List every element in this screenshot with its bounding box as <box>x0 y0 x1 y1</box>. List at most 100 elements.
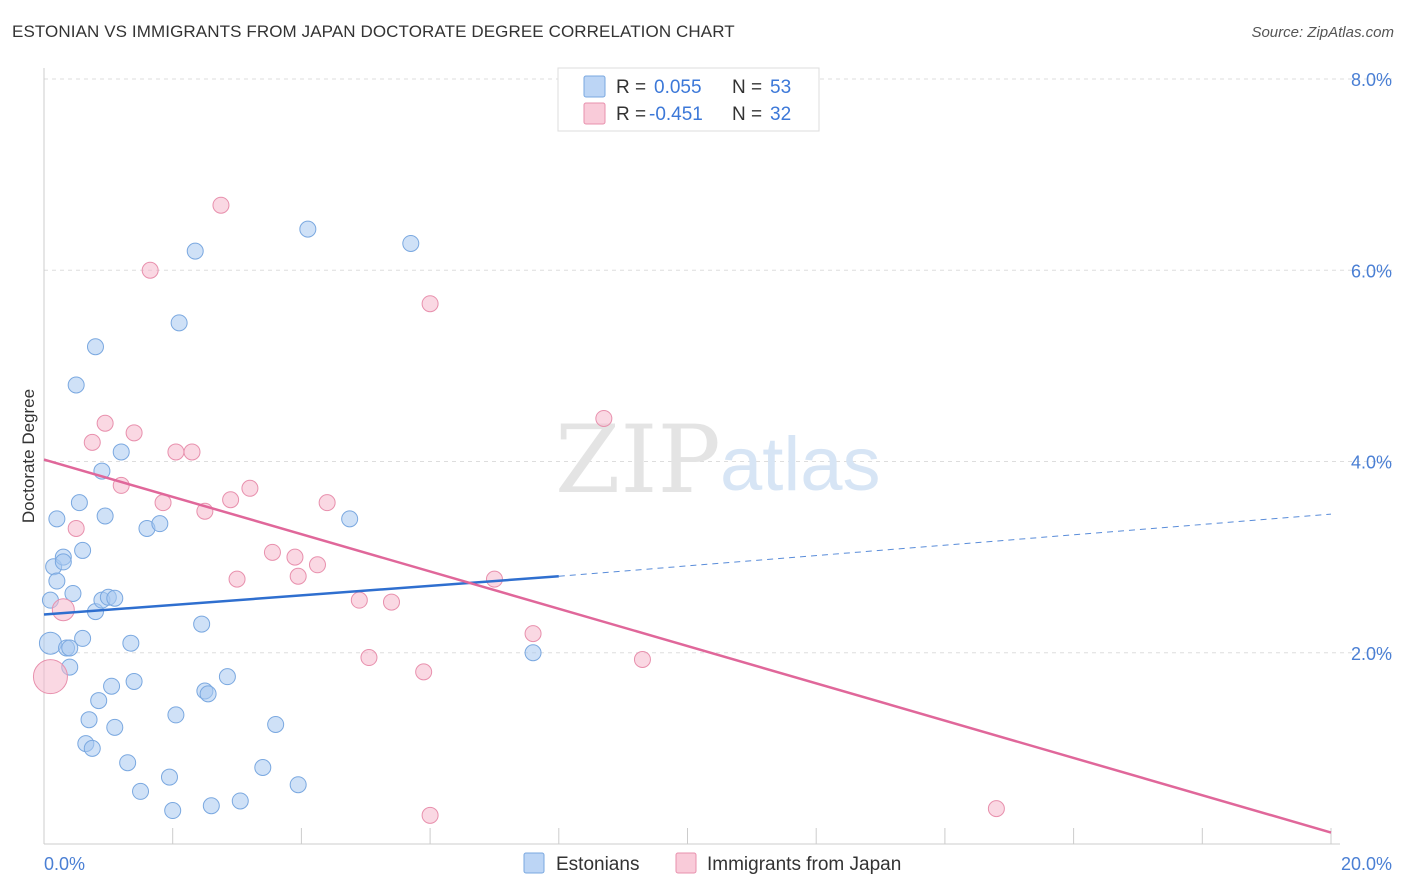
japan-point <box>167 443 185 461</box>
estonian-point <box>70 494 88 512</box>
japan-point <box>286 548 304 566</box>
japan-point <box>987 800 1005 818</box>
estonian-point <box>402 234 420 252</box>
estonian-point <box>106 718 124 736</box>
estonian-point <box>254 759 272 776</box>
japan-point <box>241 479 259 497</box>
estonian-point <box>193 615 211 633</box>
legend-r-label-1: R = <box>616 77 646 98</box>
japan-point <box>96 414 114 432</box>
estonian-point <box>106 589 124 607</box>
estonian-point <box>160 768 178 786</box>
x-tick-label-min: 0.0% <box>44 854 85 874</box>
japan-point <box>633 650 651 668</box>
y-tick-label: 6.0% <box>1351 261 1392 281</box>
estonian-point <box>170 314 188 332</box>
estonian-point <box>132 782 150 800</box>
y-tick-labels: 2.0% 4.0% 6.0% 8.0% <box>1351 70 1392 664</box>
japan-trend-line <box>43 458 1332 834</box>
japan-point <box>125 424 143 442</box>
estonian-point <box>67 376 85 394</box>
estonian-point <box>61 639 79 657</box>
japan-point <box>360 649 378 667</box>
estonian-point <box>167 706 185 724</box>
japan-point <box>382 593 400 611</box>
estonian-point <box>103 677 121 695</box>
y-axis-label: Doctorate Degree <box>19 389 38 523</box>
japan-point <box>263 543 281 561</box>
estonian-point <box>231 792 249 810</box>
estonian-point <box>122 634 140 652</box>
estonian-point <box>38 631 62 655</box>
japan-point <box>350 591 368 609</box>
legend-n-label-1: N = <box>732 77 762 98</box>
japan-point <box>289 567 307 585</box>
estonian-point <box>289 776 307 794</box>
grid-lines <box>44 78 1392 654</box>
correlation-legend: R = 0.055 N = 53 R = -0.451 N = 32 <box>557 67 820 132</box>
japan-point <box>421 806 439 824</box>
estonian-point <box>90 692 108 710</box>
japan-point <box>421 295 439 313</box>
estonian-point <box>151 515 169 533</box>
legend-r-label-2: R = <box>616 104 646 125</box>
estonian-point <box>119 754 137 772</box>
estonian-point <box>125 672 143 690</box>
legend-r-value-1: 0.055 <box>654 77 702 98</box>
japan-point <box>67 519 85 537</box>
estonian-point <box>218 668 236 686</box>
japan-point <box>318 494 336 512</box>
watermark-zip: ZIP <box>555 406 721 515</box>
legend-swatch-japan <box>583 102 606 125</box>
series-label-japan: Immigrants from Japan <box>707 854 901 875</box>
series-swatch-estonians <box>523 852 545 874</box>
series-swatch-japan <box>675 852 697 874</box>
japan-point <box>228 570 246 588</box>
japan-point <box>183 443 201 461</box>
estonian-point <box>202 797 220 815</box>
japan-point <box>308 556 326 574</box>
estonian-point <box>54 553 72 571</box>
japan-point <box>32 659 68 695</box>
source-label: Source: ZipAtlas.com <box>1251 24 1394 41</box>
legend-n-label-2: N = <box>732 104 762 125</box>
estonian-point <box>86 338 104 356</box>
chart-title: ESTONIAN VS IMMIGRANTS FROM JAPAN DOCTOR… <box>12 22 735 41</box>
japan-point <box>485 570 503 588</box>
data-points <box>32 196 1005 824</box>
x-axis-ticks <box>172 828 1332 844</box>
estonian-point <box>64 584 82 602</box>
estonian-trend-extension <box>558 513 1332 577</box>
series-label-estonians: Estonians <box>556 854 639 875</box>
series-legend: Estonians Immigrants from Japan <box>523 852 901 875</box>
estonian-point <box>267 715 285 733</box>
japan-point <box>595 409 613 427</box>
estonian-point <box>112 443 130 461</box>
x-tick-label-max: 20.0% <box>1341 854 1392 874</box>
legend-swatch-estonians <box>583 75 606 98</box>
japan-point <box>524 625 542 643</box>
japan-point <box>415 663 433 681</box>
y-tick-label: 2.0% <box>1351 644 1392 664</box>
estonian-point <box>74 629 92 647</box>
japan-point <box>83 433 101 451</box>
legend-n-value-1: 53 <box>770 77 791 98</box>
y-tick-label: 8.0% <box>1351 70 1392 90</box>
y-tick-label: 4.0% <box>1351 453 1392 473</box>
estonian-point <box>199 685 217 703</box>
estonian-point <box>299 220 317 238</box>
estonian-point <box>164 802 182 820</box>
estonian-point <box>48 510 66 528</box>
watermark-atlas: atlas <box>720 422 881 507</box>
japan-point <box>154 494 172 512</box>
japan-point <box>222 491 240 509</box>
estonian-point <box>83 739 101 757</box>
estonian-point <box>524 644 542 662</box>
japan-point <box>141 261 159 279</box>
estonian-point <box>186 242 204 260</box>
estonian-point <box>80 711 98 729</box>
legend-n-value-2: 32 <box>770 104 791 125</box>
japan-point <box>51 598 75 622</box>
legend-r-value-2: -0.451 <box>649 104 703 125</box>
estonian-point <box>74 541 92 559</box>
